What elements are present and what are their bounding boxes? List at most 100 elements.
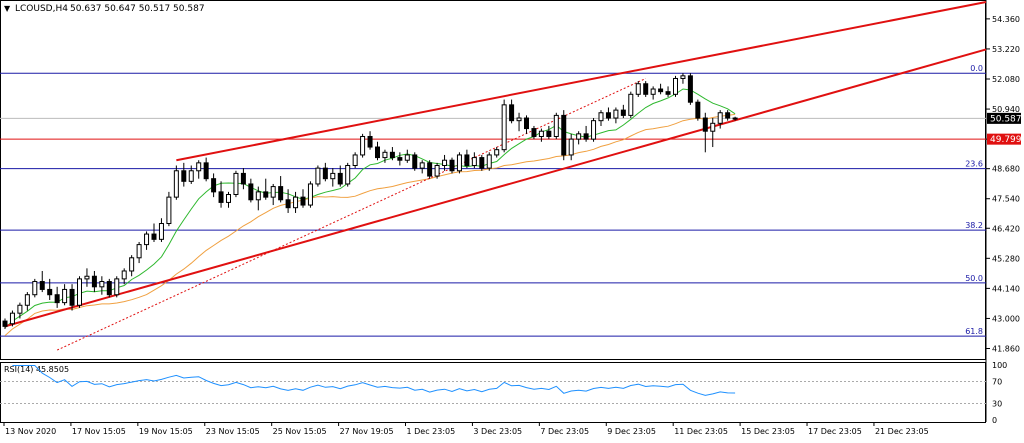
candle: [613, 107, 619, 124]
candle: [509, 99, 515, 124]
candle-body-down: [47, 288, 53, 296]
time-tick-label: 3 Dec 23:05: [473, 427, 522, 436]
candle-body-up: [442, 159, 448, 166]
candle-body-up: [255, 191, 261, 201]
time-tick-label: 7 Dec 23:05: [540, 427, 589, 436]
candle-body-down: [181, 170, 187, 182]
candle: [717, 110, 723, 129]
price-axis-ticks: 54.36053.22052.08050.94049.80048.68047.5…: [986, 15, 1020, 354]
candle-body-down: [278, 186, 284, 201]
candle: [322, 162, 328, 182]
candle-body-up: [84, 275, 90, 280]
candle-body-down: [732, 117, 738, 120]
candle-body-up: [24, 294, 30, 306]
candle: [99, 276, 105, 295]
candle: [367, 131, 373, 150]
candle: [695, 99, 701, 121]
candle: [725, 110, 731, 121]
candle: [121, 268, 127, 285]
candle-body-up: [114, 278, 120, 296]
candle: [24, 292, 30, 311]
candle: [255, 186, 261, 211]
candle-body-up: [173, 170, 179, 198]
candle-body-down: [263, 191, 269, 198]
candle-body-up: [226, 194, 231, 203]
dotted-trendline[interactable]: [56, 78, 646, 351]
main-pane-border: [0, 0, 986, 360]
candle: [434, 162, 440, 179]
candle-body-down: [620, 109, 626, 116]
candle: [91, 270, 97, 293]
candle: [226, 191, 231, 208]
candle: [494, 147, 500, 158]
candle: [605, 107, 611, 121]
trendline[interactable]: [4, 48, 987, 328]
moving-averages: [4, 88, 736, 336]
time-tick-label: 23 Nov 15:05: [206, 427, 260, 436]
candle: [620, 104, 626, 119]
candle-body-down: [427, 162, 433, 177]
candle-body-up: [680, 75, 686, 79]
candle-body-down: [546, 130, 552, 137]
candle: [456, 152, 462, 174]
candle: [211, 173, 217, 198]
candle: [524, 115, 529, 134]
trendline[interactable]: [176, 1, 987, 162]
candle-body-up: [471, 157, 477, 166]
candle-body-up: [17, 304, 23, 314]
candle-body-down: [54, 294, 60, 304]
candle: [710, 118, 716, 148]
candle-body-down: [285, 199, 291, 209]
candle-body-up: [717, 112, 723, 124]
candle-body-down: [337, 172, 343, 185]
candle: [315, 165, 321, 187]
candle-body-up: [568, 138, 574, 156]
candle: [307, 181, 313, 208]
candle-body-down: [248, 183, 254, 201]
trendlines[interactable]: [4, 1, 987, 351]
candle-body-up: [434, 164, 440, 177]
candle: [591, 118, 597, 142]
time-tick-label: 1 Dec 23:05: [407, 427, 456, 436]
candle-body-up: [538, 130, 544, 137]
candle: [278, 176, 284, 203]
candle: [389, 147, 395, 161]
candle-body-up: [32, 281, 38, 296]
candle: [17, 302, 23, 319]
candle: [248, 178, 254, 203]
candle-body-up: [293, 196, 299, 209]
candle: [345, 162, 351, 187]
time-tick-label: 27 Nov 19:05: [340, 427, 394, 436]
candle-body-down: [151, 233, 157, 240]
candle-body-down: [479, 157, 485, 169]
candle: [687, 73, 693, 105]
current-price-tag: 50.587: [987, 112, 1022, 124]
candle-body-down: [322, 167, 328, 180]
rsi-indicator: [0, 365, 986, 404]
candle-body-down: [561, 114, 567, 156]
level-price-tag: 49.799: [987, 133, 1022, 145]
symbol-dropdown-icon[interactable]: ▼: [4, 4, 11, 13]
candle: [106, 278, 112, 298]
fib-level-label: 50.0: [965, 274, 983, 283]
candle: [151, 223, 157, 242]
candle-body-up: [77, 278, 82, 306]
candle: [196, 160, 202, 179]
candle-body-up: [62, 288, 68, 304]
candle-body-down: [389, 151, 395, 159]
candle-body-down: [687, 75, 693, 103]
candle-body-down: [69, 288, 75, 306]
candle-body-up: [598, 112, 604, 122]
time-tick-label: 21 Dec 23:05: [875, 427, 929, 436]
candle: [635, 81, 641, 97]
candle-body-up: [352, 154, 358, 166]
candle: [166, 191, 172, 227]
candle-body-down: [702, 117, 708, 132]
price-tick-label: 53.220: [992, 45, 1020, 54]
candle: [576, 131, 582, 145]
time-tick-label: 17 Nov 15:05: [72, 427, 126, 436]
candle: [583, 125, 589, 142]
symbol-label: LCOUSD,H4: [15, 4, 68, 14]
